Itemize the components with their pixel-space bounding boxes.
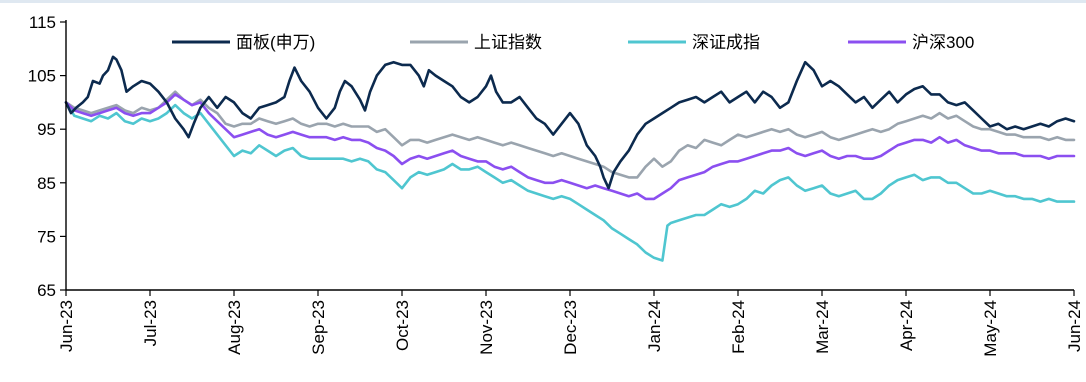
top-band xyxy=(0,0,1086,3)
series-layer xyxy=(64,55,1076,262)
legend-label-2: 深证成指 xyxy=(692,33,760,52)
series-line-2 xyxy=(64,101,1076,262)
y-tick-label: 85 xyxy=(37,174,56,193)
legend-label-0: 面板(申万) xyxy=(236,33,315,52)
x-tick-label: Jul-23 xyxy=(141,300,160,346)
series-line-3 xyxy=(64,93,1076,201)
x-tick-label: Jun-23 xyxy=(57,300,76,352)
x-tick-label: May-24 xyxy=(981,300,1000,357)
legend-label-1: 上证指数 xyxy=(474,33,542,52)
y-tick-label: 115 xyxy=(29,13,56,32)
y-tick-label: 95 xyxy=(37,120,56,139)
axes-layer: 65 75 85 95 105 115 Jun-23 Jul-23 Aug-23 Sep-23 Oc… xyxy=(28,13,1084,357)
x-tick-label: Mar-24 xyxy=(813,300,832,354)
x-tick-label: Aug-23 xyxy=(225,300,244,355)
series-line-0 xyxy=(64,55,1076,190)
y-tick-label: 105 xyxy=(28,67,56,86)
x-tick-label: Nov-23 xyxy=(477,300,496,355)
y-tick-label: 65 xyxy=(37,281,56,300)
y-tick-label: 75 xyxy=(37,227,56,246)
x-tick-label: Jan-24 xyxy=(645,300,664,352)
x-tick-label: Dec-23 xyxy=(561,300,580,355)
x-tick-label: Sep-23 xyxy=(309,300,328,355)
x-tick-label: Oct-23 xyxy=(393,300,412,351)
series-line-1 xyxy=(64,90,1076,179)
legend-label-3: 沪深300 xyxy=(912,33,974,52)
x-tick-label: Jun-24 xyxy=(1065,300,1084,352)
legend: 面板(申万) 上证指数 深证成指 沪深300 xyxy=(172,33,974,52)
x-tick-label: Apr-24 xyxy=(897,300,916,351)
x-tick-label: Feb-24 xyxy=(729,300,748,354)
